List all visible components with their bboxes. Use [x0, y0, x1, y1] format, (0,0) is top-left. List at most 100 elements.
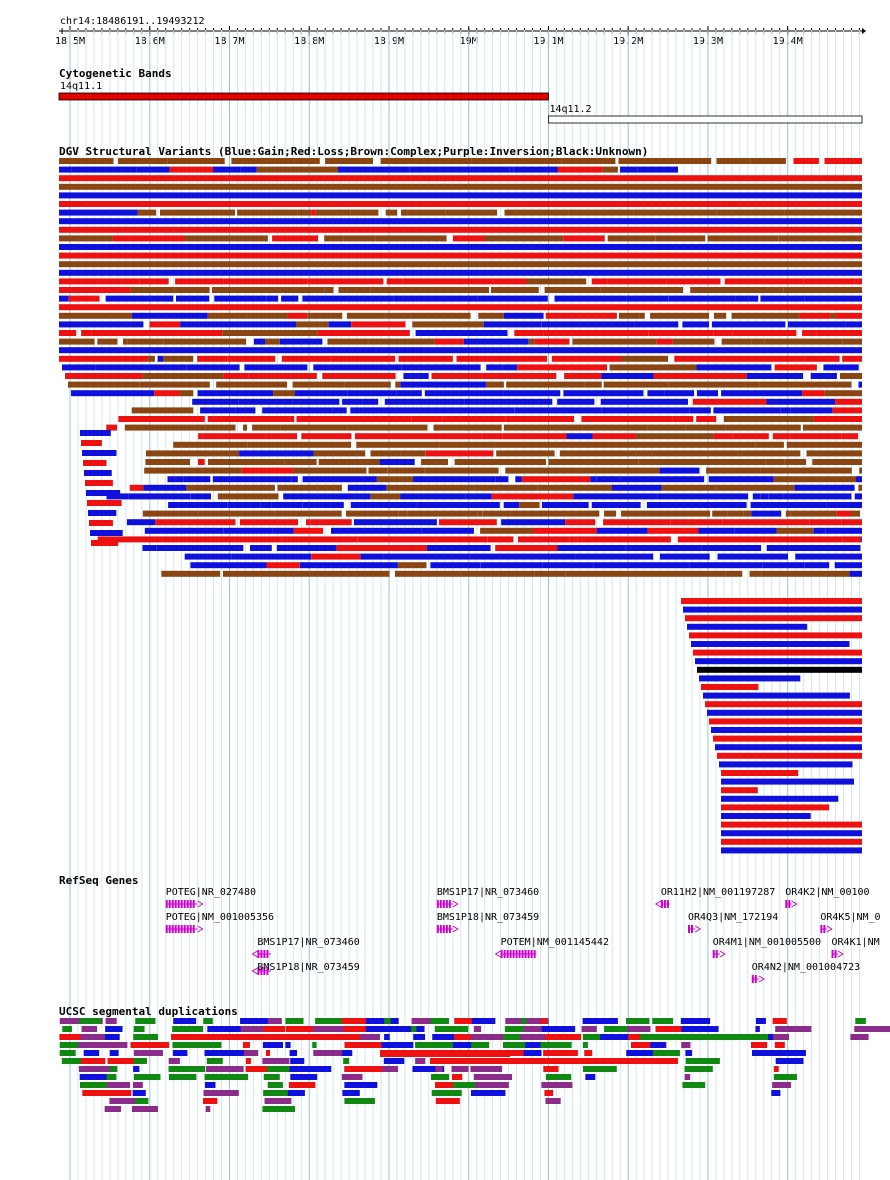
- dgv-variant: [474, 484, 538, 491]
- dgv-variant: [81, 440, 102, 446]
- dgv-variant: [278, 330, 318, 336]
- segdup: [105, 1018, 117, 1024]
- dgv-variant: [670, 519, 723, 526]
- cytoband-title: Cytogenetic Bands: [59, 67, 172, 80]
- dgv-variant: [784, 209, 862, 216]
- dgv-variant: [721, 813, 811, 819]
- dgv-variant: [174, 287, 210, 293]
- dgv-variant: [59, 295, 69, 302]
- segdup: [770, 1050, 806, 1056]
- dgv-variant: [301, 433, 352, 440]
- dgv-variant: [600, 287, 684, 293]
- segdup: [415, 1058, 426, 1064]
- segdup: [245, 1058, 251, 1064]
- segdup: [203, 1018, 213, 1024]
- segdup: [107, 1058, 147, 1064]
- dgv-variant: [715, 744, 862, 751]
- dgv-variant: [71, 390, 155, 397]
- gene-exon: [263, 950, 266, 958]
- dgv-variant: [167, 476, 175, 483]
- segdup: [344, 1066, 389, 1072]
- dgv-variant: [147, 355, 155, 362]
- gene-strand-arrow: [251, 950, 258, 958]
- dgv-variant: [612, 484, 662, 491]
- dgv-variant: [839, 373, 862, 379]
- segdup: [434, 1082, 469, 1088]
- dgv-variant: [59, 218, 862, 225]
- segdup: [285, 1042, 291, 1048]
- dgv-variant: [620, 166, 638, 173]
- segdup: [133, 1074, 161, 1080]
- dgv-variant: [618, 158, 712, 164]
- dgv-variant: [130, 287, 175, 293]
- segdup: [289, 1050, 298, 1056]
- gene-strand-arrow: [654, 900, 662, 908]
- gene-exon: [512, 950, 515, 958]
- dgv-variant: [59, 226, 862, 233]
- dgv-variant: [252, 424, 281, 431]
- dgv-variant: [824, 158, 862, 164]
- dgv-variant: [717, 752, 862, 759]
- dgv-variant: [542, 562, 593, 569]
- dgv-variant: [387, 467, 425, 474]
- dgv-variant: [858, 484, 862, 491]
- segdup: [500, 1050, 537, 1056]
- dgv-variant: [202, 433, 266, 440]
- dgv-variant: [725, 424, 801, 431]
- segdup: [171, 1034, 213, 1040]
- segdup: [365, 1018, 399, 1024]
- dgv-variant: [315, 209, 351, 216]
- segdup: [601, 1018, 609, 1024]
- dgv-variant: [784, 459, 807, 465]
- dgv-variant: [730, 321, 766, 328]
- dgv-variant: [681, 598, 862, 604]
- dgv-variant: [706, 467, 761, 474]
- segdup: [585, 1074, 596, 1080]
- dgv-variant: [184, 553, 232, 560]
- dgv-variant: [253, 373, 317, 379]
- dgv-variant: [131, 407, 194, 414]
- dgv-variant: [421, 459, 448, 465]
- segdup: [850, 1034, 869, 1040]
- dgv-variant: [386, 484, 475, 491]
- dgv-variant: [262, 407, 333, 414]
- segdup: [342, 1090, 360, 1096]
- dgv-variant: [118, 158, 168, 164]
- segdup: [79, 1018, 102, 1024]
- segdup: [775, 1058, 804, 1064]
- segdup: [452, 1042, 483, 1048]
- gene-exon: [183, 925, 186, 933]
- segdup: [106, 1082, 131, 1088]
- dgv-variant: [486, 364, 503, 371]
- dgv-variant: [721, 338, 752, 345]
- dgv-variant: [145, 459, 190, 465]
- dgv-features: [59, 158, 862, 854]
- dgv-variant: [493, 278, 527, 285]
- dgv-variant: [126, 519, 156, 526]
- segdup: [452, 1074, 463, 1080]
- dgv-variant: [548, 459, 639, 465]
- dgv-variant: [336, 545, 427, 551]
- dgv-variant: [274, 510, 342, 517]
- dgv-variant: [721, 390, 803, 397]
- dgv-variant: [317, 484, 342, 491]
- dgv-variant: [223, 570, 310, 577]
- cytoband-14q11.1: [58, 92, 549, 101]
- segdup: [750, 1042, 768, 1048]
- dgv-variant: [322, 373, 396, 379]
- dgv-variant: [721, 847, 862, 854]
- dgv-variant: [179, 390, 194, 397]
- dgv-variant: [383, 553, 470, 560]
- dgv-variant: [397, 562, 427, 569]
- dgv-variant: [343, 235, 376, 242]
- dgv-variant: [721, 787, 758, 794]
- dgv-variant: [813, 527, 826, 534]
- dgv-variant: [582, 424, 648, 431]
- dgv-variant: [845, 321, 857, 328]
- dgv-variant: [59, 175, 862, 182]
- dgv-variant: [386, 278, 403, 285]
- dgv-variant: [291, 476, 298, 483]
- dgv-variant: [545, 312, 617, 319]
- dgv-variant: [526, 278, 587, 285]
